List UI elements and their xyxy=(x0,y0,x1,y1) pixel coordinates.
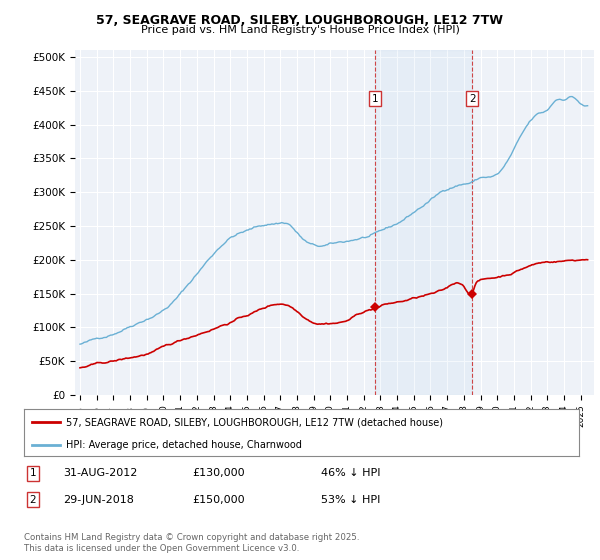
Text: Price paid vs. HM Land Registry's House Price Index (HPI): Price paid vs. HM Land Registry's House … xyxy=(140,25,460,35)
Text: 29-JUN-2018: 29-JUN-2018 xyxy=(63,494,134,505)
Bar xyxy=(375,50,472,395)
Text: 57, SEAGRAVE ROAD, SILEBY, LOUGHBOROUGH, LE12 7TW (detached house): 57, SEAGRAVE ROAD, SILEBY, LOUGHBOROUGH,… xyxy=(65,417,443,427)
Text: 2: 2 xyxy=(469,94,475,104)
Text: 57, SEAGRAVE ROAD, SILEBY, LOUGHBOROUGH, LE12 7TW: 57, SEAGRAVE ROAD, SILEBY, LOUGHBOROUGH,… xyxy=(97,14,503,27)
Text: HPI: Average price, detached house, Charnwood: HPI: Average price, detached house, Char… xyxy=(65,440,302,450)
Text: 2: 2 xyxy=(29,494,37,505)
Text: 1: 1 xyxy=(29,468,37,478)
Text: 1: 1 xyxy=(371,94,378,104)
Text: 53% ↓ HPI: 53% ↓ HPI xyxy=(321,494,380,505)
Text: £150,000: £150,000 xyxy=(192,494,245,505)
Text: Contains HM Land Registry data © Crown copyright and database right 2025.
This d: Contains HM Land Registry data © Crown c… xyxy=(24,533,359,553)
Text: 46% ↓ HPI: 46% ↓ HPI xyxy=(321,468,380,478)
Text: 31-AUG-2012: 31-AUG-2012 xyxy=(63,468,137,478)
Text: £130,000: £130,000 xyxy=(192,468,245,478)
